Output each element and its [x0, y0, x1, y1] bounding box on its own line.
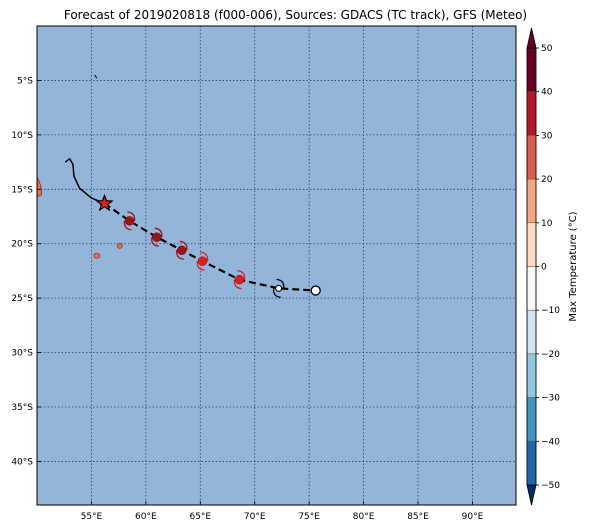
colorbar-segment: [526, 309, 537, 355]
cyclone-center: [152, 232, 162, 242]
colorbar-segment: [526, 266, 537, 311]
lon-tick-label: 70°E: [244, 512, 266, 522]
cyclone-center: [275, 284, 283, 292]
cyclone-center: [124, 216, 135, 226]
lon-tick-label: 85°E: [407, 512, 429, 522]
cyclone-center: [197, 256, 208, 266]
map-title: Forecast of 2019020818 (f000-006), Sourc…: [63, 8, 528, 22]
colorbar-segment: [526, 91, 537, 136]
cyclone-arc-top: [154, 227, 163, 238]
colorbar: 50 40 30 20 10 0 −10 −20 −30 −40 −50 Max Temperatur…: [526, 27, 579, 506]
mauritius-island: [116, 243, 123, 249]
ocean-background: [37, 26, 516, 505]
current-position-star: [95, 193, 114, 212]
lon-tick-label: 75°E: [298, 512, 320, 522]
lon-tick-label: 90°E: [462, 512, 484, 522]
lat-tick-label: 10°S: [11, 131, 33, 141]
cyclone-arc-bottom: [150, 237, 159, 247]
colorbar-tick-label: 40: [541, 88, 553, 98]
cyclone-arc-bottom: [233, 279, 242, 290]
forecast-end-circle: [310, 285, 321, 296]
lon-tick-label: 60°E: [135, 512, 157, 522]
colorbar-tick-label: 0: [541, 263, 547, 273]
forecast-track-line: [103, 202, 316, 292]
lat-tick-label: 25°S: [11, 294, 33, 304]
cyclone-arc-top: [127, 211, 136, 221]
cyclone-arc-bottom: [272, 288, 281, 299]
forecast-point: [123, 211, 136, 231]
colorbar-segment: [526, 353, 537, 398]
seychelles-island: [94, 74, 98, 79]
cyclone-arc-bottom: [196, 261, 205, 271]
forecast-point: [176, 240, 188, 260]
past-track-line: [64, 157, 105, 205]
reunion-island: [93, 252, 101, 259]
map-area: 55°E 60°E 65°E 70°E 75°E 80°E 85°E 90°E 5°S 10°S 1…: [11, 25, 517, 522]
colorbar-tick-label: −40: [541, 437, 560, 447]
madagascar-landmass: [37, 176, 42, 198]
lat-tick-label: 5°S: [17, 76, 33, 86]
colorbar-bottom-extension: [526, 484, 537, 506]
colorbar-top-extension: [526, 27, 537, 49]
cyclone-arc-top: [237, 270, 246, 280]
lat-tick-label: 40°S: [11, 457, 33, 467]
cyclone-arc-top: [276, 278, 285, 289]
colorbar-tick-label: 20: [541, 175, 553, 185]
lat-tick-label: 30°S: [11, 349, 33, 359]
map-frame: [36, 25, 517, 506]
cyclone-arc-top: [179, 240, 188, 251]
lon-tick-label: 80°E: [353, 512, 375, 522]
lat-tick-label: 20°S: [11, 240, 33, 250]
forecast-point: [233, 270, 246, 290]
colorbar-segment: [526, 222, 537, 267]
colorbar-tick-label: −20: [541, 350, 560, 360]
cyclone-arc-bottom: [123, 220, 132, 231]
colorbar-tick-label: 10: [541, 219, 553, 229]
colorbar-segment: [526, 397, 537, 442]
forecast-point: [272, 278, 285, 299]
colorbar-tick-label: 30: [541, 131, 553, 141]
forecast-point: [150, 227, 163, 247]
cyclone-center: [177, 245, 187, 255]
colorbar-tick-label: −10: [541, 306, 560, 316]
forecast-point: [196, 251, 209, 271]
lon-tick-label: 65°E: [189, 512, 211, 522]
colorbar-tick-label: −30: [541, 394, 560, 404]
map-content: [37, 26, 516, 505]
forecast-point: [310, 285, 321, 296]
colorbar-tick-label: −50: [541, 481, 560, 491]
cyclone-center: [234, 275, 245, 285]
colorbar-tick-label: 50: [541, 44, 553, 54]
lon-tick-label: 55°E: [81, 512, 103, 522]
colorbar-label: Max Temperature (°C): [568, 211, 579, 321]
colorbar-segment: [526, 178, 537, 224]
colorbar-segment: [526, 47, 537, 92]
colorbar-segment: [526, 441, 537, 486]
lat-tick-label: 35°S: [11, 403, 33, 413]
cyclone-arc-top: [200, 251, 209, 262]
cyclone-arc-bottom: [176, 250, 184, 260]
lat-tick-label: 15°S: [11, 185, 33, 195]
colorbar-segment: [526, 135, 537, 180]
